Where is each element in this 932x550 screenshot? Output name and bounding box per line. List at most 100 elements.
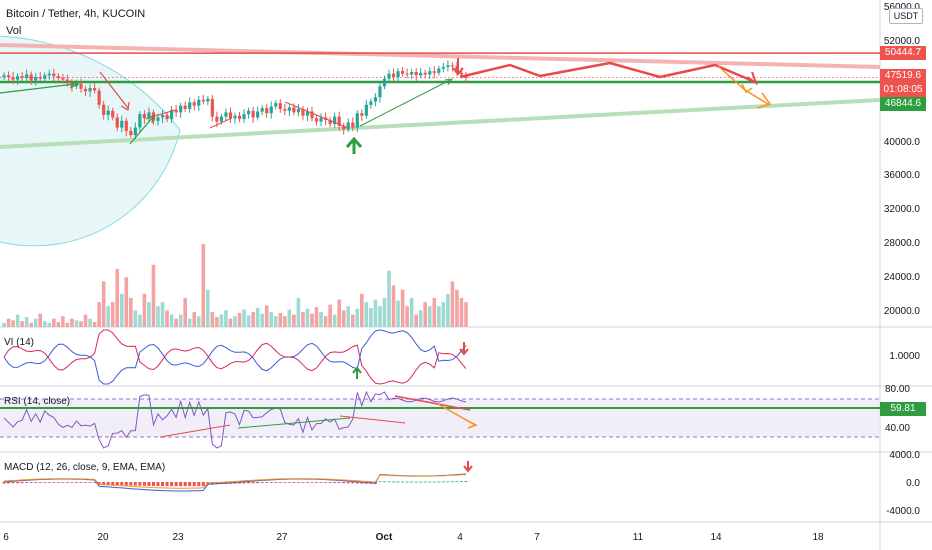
macd-histogram-bar <box>2 482 6 484</box>
macd-histogram-bar <box>174 482 178 487</box>
macd-indicator-label[interactable]: MACD (12, 26, close, 9, EMA, EMA) <box>4 462 166 473</box>
volume-bar <box>337 299 341 327</box>
candle-body <box>428 71 432 75</box>
volume-bar <box>264 305 269 327</box>
macd-histogram-bar <box>201 482 205 487</box>
rsi-indicator-label[interactable]: RSI (14, close) <box>4 396 71 407</box>
volume-bar <box>138 314 142 327</box>
volume-bar <box>251 312 255 327</box>
candle-body <box>342 125 346 130</box>
volume-bar <box>396 300 400 327</box>
volume-bar <box>364 302 369 327</box>
macd-histogram-bar <box>29 482 33 483</box>
candle-body <box>120 120 124 128</box>
macd-histogram-bar <box>401 481 405 483</box>
red-thin-line-3 <box>284 101 349 129</box>
candle-body <box>351 122 355 128</box>
macd-histogram-bar <box>296 482 300 483</box>
macd-histogram-bar <box>292 482 296 483</box>
macd-histogram-bar <box>319 482 323 483</box>
macd-down-arrow-head <box>463 465 473 473</box>
candle-body <box>396 71 400 78</box>
price-tick-label: 32000.0 <box>884 204 921 215</box>
macd-histogram-bar <box>106 482 110 485</box>
volume-bar <box>106 306 110 327</box>
volume-bar <box>206 289 210 327</box>
candle-body <box>38 77 42 79</box>
candle-body <box>382 78 387 87</box>
rsi-orange-head <box>463 418 478 429</box>
candle-body <box>414 71 418 76</box>
macd-histogram-bar <box>278 482 282 483</box>
green-thin-line-1 <box>359 79 451 127</box>
candle-body <box>233 115 237 119</box>
volume-bar <box>6 318 11 327</box>
macd-histogram-bar <box>437 481 441 483</box>
volume-bar <box>115 268 120 327</box>
macd-histogram-bar <box>120 482 124 486</box>
volume-bar <box>79 321 83 327</box>
rsi-red-line-1 <box>159 424 231 438</box>
macd-histogram-bar <box>360 482 364 484</box>
volume-bar <box>441 302 446 327</box>
vi-tick-label: 1.0000 <box>889 351 920 362</box>
macd-histogram-bar <box>287 482 291 483</box>
macd-histogram-bar <box>283 482 287 483</box>
candle-body <box>102 104 106 115</box>
macd-histogram-bar <box>215 482 219 485</box>
macd-histogram-bar <box>93 482 97 483</box>
volume-bar <box>427 306 432 327</box>
macd-histogram-bar <box>56 482 60 483</box>
vi-down-arrow-head <box>459 348 469 356</box>
candle-body <box>314 118 319 122</box>
candle-body <box>355 113 359 128</box>
macd-histogram-bar <box>142 482 146 486</box>
candle-body <box>455 66 459 73</box>
volume-bar <box>129 297 133 327</box>
volume-bar <box>124 277 129 327</box>
macd-histogram-bar <box>70 482 74 483</box>
candle-body <box>201 99 205 102</box>
macd-histogram-bar <box>124 482 128 486</box>
macd-histogram-bar <box>382 481 386 483</box>
macd-histogram-bar <box>247 482 251 484</box>
volume-bar <box>29 322 33 327</box>
volume-bar <box>423 302 428 327</box>
candle-body <box>106 110 110 115</box>
macd-histogram-bar <box>256 482 260 484</box>
candle-body <box>432 71 436 73</box>
volume-bar <box>269 312 274 327</box>
currency-badge[interactable]: USDT <box>889 8 923 24</box>
macd-histogram-bar <box>61 482 65 483</box>
time-tick-label: 4 <box>457 532 463 543</box>
volume-bar <box>224 310 228 327</box>
candle-body <box>301 109 305 116</box>
volume-bar <box>11 320 15 327</box>
candle-body <box>115 117 119 128</box>
candle-body <box>20 76 24 78</box>
time-tick-label: Oct <box>376 532 393 543</box>
candle-body <box>283 109 287 111</box>
macd-histogram-bar <box>197 482 201 487</box>
volume-bar <box>110 302 115 327</box>
vi-indicator-label[interactable]: VI (14) <box>4 337 35 348</box>
macd-histogram-bar <box>74 482 78 483</box>
candle-body <box>319 117 323 122</box>
macd-histogram-bar <box>260 482 264 484</box>
rsi-green-line-1 <box>237 417 351 429</box>
macd-histogram-bar <box>274 482 278 483</box>
price-tick-label: 24000.0 <box>884 272 921 283</box>
candle-body <box>260 108 264 112</box>
volume-bar <box>142 293 147 327</box>
candle-body <box>160 114 165 118</box>
candle-body <box>423 72 427 75</box>
volume-bar <box>319 312 323 327</box>
macd-histogram-bar <box>38 482 42 483</box>
candle-body <box>43 75 47 79</box>
macd-histogram-bar <box>133 482 137 486</box>
volume-bar <box>305 308 310 327</box>
volume-bar <box>119 293 124 327</box>
macd-histogram-bar <box>138 482 142 486</box>
volume-bar <box>210 312 215 327</box>
